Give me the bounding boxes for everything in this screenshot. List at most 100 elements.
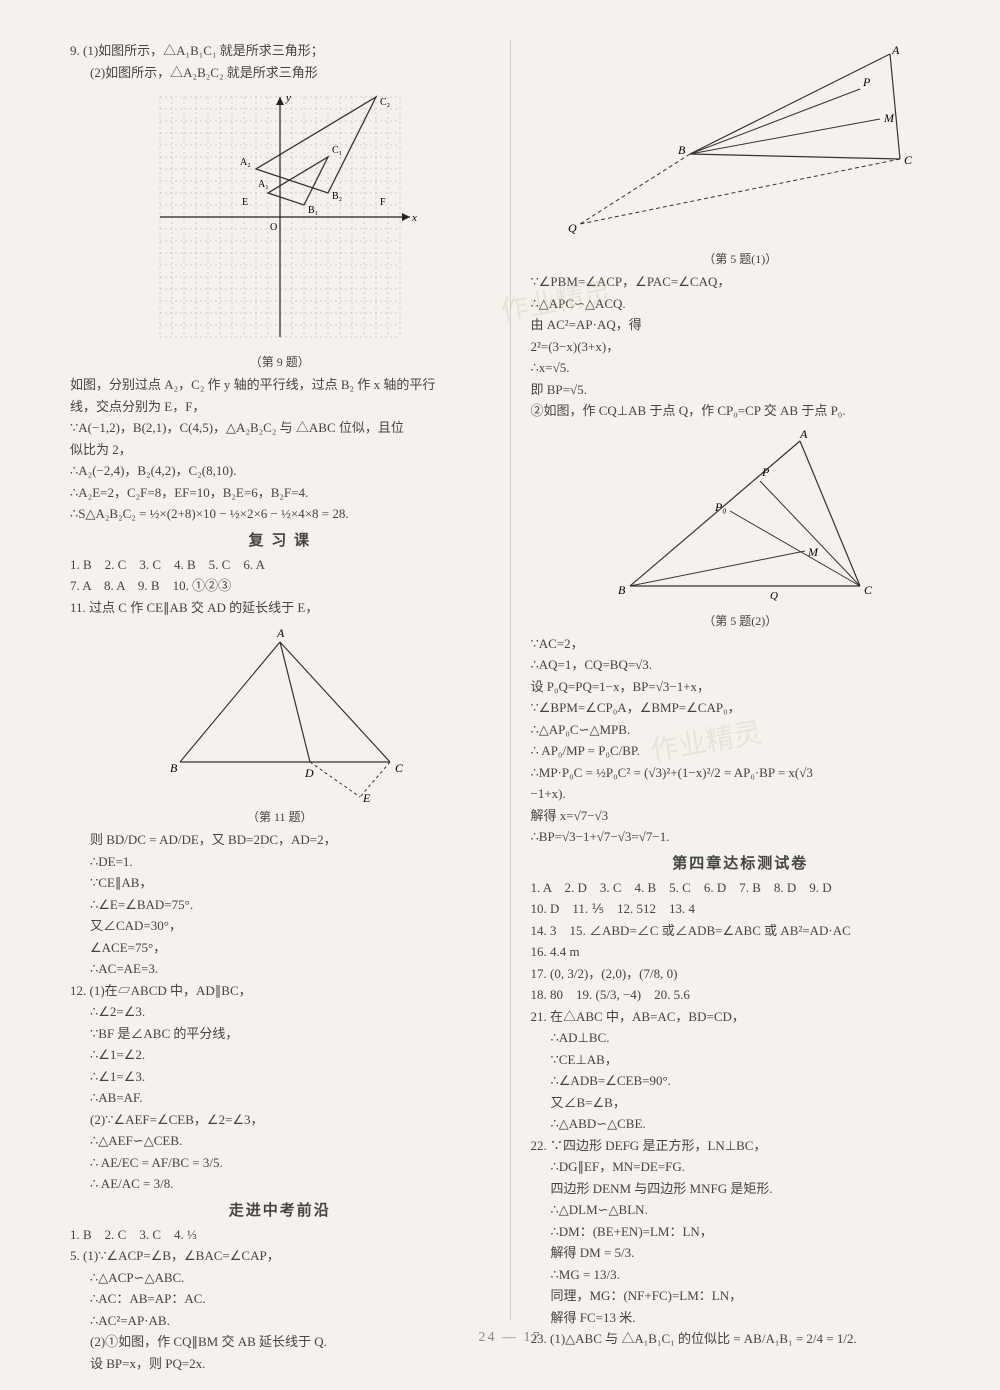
figure-5-2: A B C P P₀ M Q: [531, 426, 951, 606]
column-divider: [510, 40, 511, 1320]
svg-text:B: B: [170, 761, 178, 775]
r5-2-t8: 解得 x=√7−√3: [531, 806, 951, 826]
grid-chart: x y O A₁ B₁ C₁ A₂ B₂ C₂ E F: [140, 87, 420, 347]
p11-t1: ∴DE=1.: [70, 852, 490, 872]
p9-t3: 似比为 2，: [70, 440, 490, 460]
p9-t2: ∵A(−1,2)，B(2,1)，C(4,5)，△A₂B₂C₂ 与 △ABC 位似…: [70, 418, 490, 438]
p21-t0: 21. 在△ABC 中，AB=AC，BD=CD，: [531, 1007, 951, 1027]
p22-t5: 解得 DM = 5/3.: [531, 1243, 951, 1263]
r5-2-t4: ∴△AP₀C∽△MPB.: [531, 720, 951, 740]
p22-t1: ∴DG∥EF，MN=DE=FG.: [531, 1157, 951, 1177]
p12-t7: ∴△AEF∽△CEB.: [70, 1131, 490, 1151]
r5-1-t0: ∵∠PBM=∠ACP，∠PAC=∠CAQ，: [531, 272, 951, 292]
svg-text:C: C: [864, 583, 873, 597]
p5-t0: 5. (1)∵∠ACP=∠B，∠BAC=∠CAP，: [70, 1246, 490, 1266]
fig5-2-caption: （第 5 题(2)）: [531, 612, 951, 629]
p9-t0: 如图，分别过点 A₂，C₂ 作 y 轴的平行线，过点 B₂ 作 x 轴的平行: [70, 375, 490, 395]
svg-text:M: M: [883, 111, 895, 125]
ch4-a3: 16. 4.4 m: [531, 942, 951, 962]
ch4-a5: 18. 80 19. (5/3, −4) 20. 5.6: [531, 985, 951, 1005]
r5-1-t3: 2²=(3−x)(3+x)，: [531, 337, 951, 357]
left-column: 9. (1)如图所示，△A₁B₁C₁ 就是所求三角形； (2)如图所示，△A₂B…: [70, 40, 490, 1320]
svg-text:B₁: B₁: [308, 205, 318, 216]
p5-t5: 设 BP=x，则 PQ=2x.: [70, 1354, 490, 1374]
p22-t7: 同理，MG：(NF+FC)=LM：LN，: [531, 1286, 951, 1306]
p12-t1: ∴∠2=∠3.: [70, 1002, 490, 1022]
svg-text:D: D: [304, 766, 314, 780]
svg-text:Q: Q: [770, 590, 778, 602]
svg-text:C₂: C₂: [380, 97, 390, 108]
fig9-caption: （第 9 题）: [70, 353, 490, 370]
r5-2-t2: 设 P₀Q=PQ=1−x，BP=√3−1+x，: [531, 677, 951, 697]
svg-text:A₂: A₂: [240, 157, 251, 168]
p12-t0: 12. (1)在▱ABCD 中，AD∥BC，: [70, 981, 490, 1001]
p23-t: 23. (1)△ABC 与 △A₁B₁C₁ 的位似比 = AB/A₁B₁ = 2…: [531, 1329, 951, 1349]
r5-2-t5: ∴ AP₀/MP = P₀C/BP.: [531, 741, 951, 761]
r5-2-t3: ∵∠BPM=∠CP₀A，∠BMP=∠CAP₀，: [531, 698, 951, 718]
svg-text:A: A: [891, 44, 900, 57]
svg-text:A: A: [276, 626, 285, 640]
r5-1-t6: ②如图，作 CQ⊥AB 于点 Q，作 CP₀=CP 交 AB 于点 P₀.: [531, 401, 951, 421]
svg-text:A: A: [799, 427, 808, 441]
p12-t5: ∴AB=AF.: [70, 1088, 490, 1108]
p12-t9: ∴ AE/AC = 3/8.: [70, 1174, 490, 1194]
svg-text:P: P: [761, 465, 770, 479]
p9-line2: (2)如图所示，△A₂B₂C₂ 就是所求三角形: [70, 63, 490, 83]
p12-t6: (2)∵∠AEF=∠CEB，∠2=∠3，: [70, 1110, 490, 1130]
fig5-1-caption: （第 5 题(1)）: [531, 250, 951, 267]
p11-intro: 11. 过点 C 作 CE∥AB 交 AD 的延长线于 E，: [70, 598, 490, 618]
r5-1-t2: 由 AC²=AP·AQ，得: [531, 315, 951, 335]
figure-11: A B D C E: [70, 622, 490, 802]
r5-1-t5: 即 BP=√5.: [531, 380, 951, 400]
svg-text:Q: Q: [568, 221, 577, 235]
p21-t3: ∴∠ADB=∠CEB=90°.: [531, 1071, 951, 1091]
review-ans2: 7. A 8. A 9. B 10. ①②③: [70, 576, 490, 596]
p5-t2: ∴AC：AB=AP：AC.: [70, 1289, 490, 1309]
p9-area: ∴S△A₂B₂C₂ = ½×(2+8)×10 − ½×2×6 − ½×4×8 =…: [70, 504, 490, 524]
svg-text:C₁: C₁: [332, 145, 342, 156]
p5-t3: ∴AC²=AP·AB.: [70, 1311, 490, 1331]
svg-text:C: C: [904, 153, 913, 167]
ch4-a4: 17. (0, 3/2)，(2,0)，(7/8, 0): [531, 964, 951, 984]
p21-t5: ∴△ABD∽△CBE.: [531, 1114, 951, 1134]
p22-t0: 22. ∵四边形 DEFG 是正方形，LN⊥BC，: [531, 1136, 951, 1156]
review-title: 复 习 课: [70, 529, 490, 550]
p21-t1: ∴AD⊥BC.: [531, 1028, 951, 1048]
svg-text:F: F: [380, 197, 386, 208]
ch4-a1: 10. D 11. ⅕ 12. 512 13. 4: [531, 899, 951, 919]
svg-text:B₂: B₂: [332, 191, 342, 202]
r5-2-t7: −1+x).: [531, 784, 951, 804]
svg-text:O: O: [270, 222, 277, 233]
r5-2-t0: ∵AC=2，: [531, 634, 951, 654]
p9-t5: ∴A₂E=2，C₂F=8，EF=10，B₂E=6，B₂F=4.: [70, 483, 490, 503]
svg-text:P: P: [862, 75, 871, 89]
r5-2-t1: ∴AQ=1，CQ=BQ=√3.: [531, 655, 951, 675]
p11-t5: ∠ACE=75°，: [70, 938, 490, 958]
r5-1-t4: ∴x=√5.: [531, 358, 951, 378]
p22-t3: ∴△DLM∽△BLN.: [531, 1200, 951, 1220]
p22-t8: 解得 FC=13 米.: [531, 1308, 951, 1328]
figure-5-1: A B C P M Q: [531, 44, 951, 244]
p11-t2: ∵CE∥AB，: [70, 873, 490, 893]
p12-t2: ∵BF 是∠ABC 的平分线，: [70, 1024, 490, 1044]
r5-2-t6: ∴MP·P₀C = ½P₀C² = (√3)²+(1−x)²/2 = AP₀·B…: [531, 763, 951, 783]
p11-t6: ∴AC=AE=3.: [70, 959, 490, 979]
p12-t3: ∴∠1=∠2.: [70, 1045, 490, 1065]
fig11-caption: （第 11 题）: [70, 808, 490, 825]
zk-ans: 1. B 2. C 3. C 4. ⅓: [70, 1225, 490, 1245]
svg-text:M: M: [807, 545, 819, 559]
svg-text:E: E: [362, 791, 371, 802]
r5-2-t9: ∴BP=√3−1+√7−√3=√7−1.: [531, 827, 951, 847]
svg-text:y: y: [285, 92, 291, 104]
svg-text:P₀: P₀: [714, 500, 727, 514]
zhongkao-title: 走进中考前沿: [70, 1199, 490, 1220]
review-ans1: 1. B 2. C 3. C 4. B 5. C 6. A: [70, 555, 490, 575]
p11-t4: 又∠CAD=30°，: [70, 916, 490, 936]
p5-t1: ∴△ACP∽△ABC.: [70, 1268, 490, 1288]
p12-t8: ∴ AE/EC = AF/BC = 3/5.: [70, 1153, 490, 1173]
p9-t4: ∴A₂(−2,4)，B₂(4,2)，C₂(8,10).: [70, 461, 490, 481]
ch4-title: 第四章达标测试卷: [531, 852, 951, 873]
ch4-a0: 1. A 2. D 3. C 4. B 5. C 6. D 7. B 8. D …: [531, 878, 951, 898]
two-column-layout: 9. (1)如图所示，△A₁B₁C₁ 就是所求三角形； (2)如图所示，△A₂B…: [70, 40, 950, 1320]
svg-text:B: B: [678, 143, 686, 157]
